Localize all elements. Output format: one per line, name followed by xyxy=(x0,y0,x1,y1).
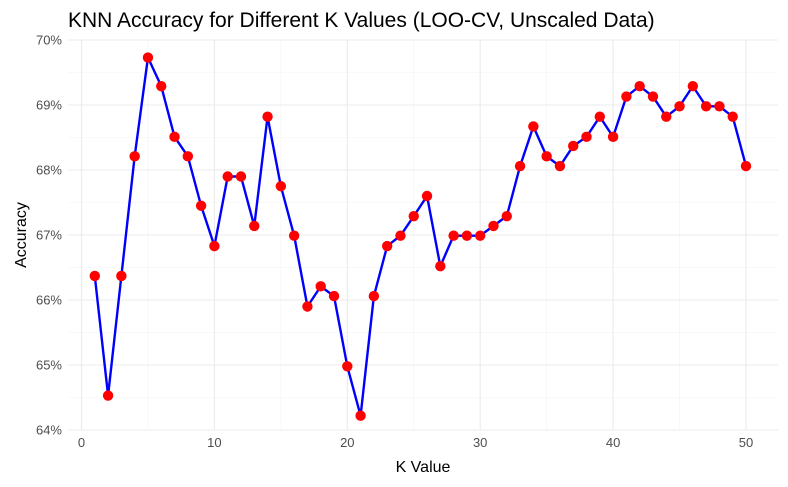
data-point xyxy=(302,301,313,312)
data-point xyxy=(368,290,380,302)
data-point xyxy=(727,111,738,122)
y-axis-tick-labels: 64% 65% 66% 67% 68% 69% 70% xyxy=(36,33,62,438)
data-point xyxy=(740,160,752,172)
data-point xyxy=(142,52,154,63)
data-point xyxy=(116,270,127,282)
data-point xyxy=(514,160,526,172)
x-tick-label: 20 xyxy=(340,435,354,450)
data-point xyxy=(647,91,659,102)
data-point xyxy=(674,101,685,112)
data-point xyxy=(235,171,247,182)
data-point xyxy=(607,131,619,143)
data-point xyxy=(182,151,194,162)
data-point xyxy=(541,151,552,162)
data-point xyxy=(249,220,260,232)
y-tick-label: 66% xyxy=(36,293,62,308)
x-tick-label: 40 xyxy=(606,435,620,450)
data-point xyxy=(195,200,207,211)
data-point xyxy=(222,171,233,182)
data-point xyxy=(102,390,114,401)
data-point xyxy=(288,230,300,241)
data-point xyxy=(355,410,366,421)
data-point xyxy=(621,91,632,102)
data-point xyxy=(594,111,606,122)
data-point xyxy=(275,181,287,192)
data-point xyxy=(89,270,100,282)
data-point xyxy=(661,111,672,122)
data-point xyxy=(488,220,499,232)
y-tick-label: 64% xyxy=(36,423,62,438)
accuracy-line xyxy=(93,56,748,417)
y-tick-label: 67% xyxy=(36,228,62,243)
data-point xyxy=(554,160,566,172)
x-tick-label: 50 xyxy=(739,435,753,450)
data-point xyxy=(475,230,486,241)
data-point xyxy=(342,361,353,372)
data-point xyxy=(129,151,140,162)
data-point xyxy=(634,80,645,92)
data-point xyxy=(421,190,433,202)
x-axis-title: K Value xyxy=(396,459,451,476)
data-point xyxy=(209,240,220,252)
x-tick-label: 30 xyxy=(473,435,487,450)
data-point xyxy=(156,80,167,92)
grid-lines xyxy=(68,39,778,431)
y-axis-title: Accuracy xyxy=(13,202,30,268)
data-point xyxy=(461,230,473,241)
y-tick-label: 68% xyxy=(36,163,62,178)
data-point xyxy=(448,230,459,241)
x-axis-tick-labels: 0 10 20 30 40 50 xyxy=(78,435,753,450)
data-point xyxy=(328,290,340,302)
x-tick-label: 10 xyxy=(207,435,221,450)
y-tick-label: 70% xyxy=(36,33,62,48)
y-tick-label: 69% xyxy=(36,98,62,113)
data-point xyxy=(528,121,539,132)
data-point xyxy=(395,230,406,241)
data-point xyxy=(501,210,512,222)
data-point xyxy=(381,240,393,252)
data-point xyxy=(315,281,326,292)
data-point xyxy=(714,101,725,112)
accuracy-series xyxy=(89,52,752,421)
chart-title: KNN Accuracy for Different K Values (LOO… xyxy=(68,9,655,32)
data-point xyxy=(262,111,273,122)
data-point xyxy=(435,261,446,272)
data-point xyxy=(700,101,712,112)
data-point xyxy=(581,131,592,143)
data-point xyxy=(169,131,180,143)
x-tick-label: 0 xyxy=(78,435,85,450)
data-point xyxy=(687,80,699,92)
y-tick-label: 65% xyxy=(36,358,62,373)
data-point xyxy=(408,210,419,222)
data-point xyxy=(568,140,579,152)
